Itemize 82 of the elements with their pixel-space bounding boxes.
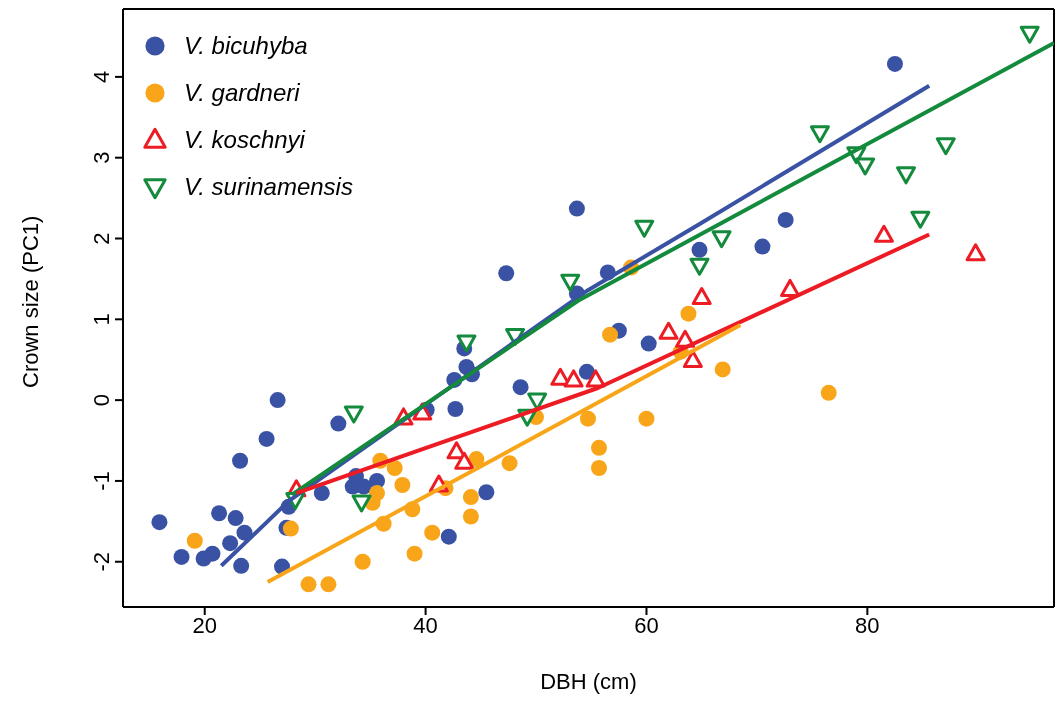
point xyxy=(777,211,794,228)
legend-label: V. koschnyi xyxy=(184,125,305,154)
x-axis-title: DBH (cm) xyxy=(540,669,637,694)
point xyxy=(855,157,876,176)
y-tick-label: 0 xyxy=(89,394,114,407)
point xyxy=(527,392,548,411)
point xyxy=(965,243,986,262)
y-tick-label: 4 xyxy=(89,70,114,84)
point xyxy=(1019,25,1040,44)
point xyxy=(440,528,457,545)
point xyxy=(227,510,244,527)
legend-label: V. surinamensis xyxy=(184,172,353,201)
point xyxy=(222,535,239,552)
point xyxy=(282,520,299,537)
point xyxy=(512,379,529,396)
point xyxy=(232,452,249,469)
point xyxy=(343,405,364,424)
point xyxy=(809,125,830,144)
point xyxy=(691,241,708,258)
point xyxy=(186,532,203,549)
point xyxy=(424,524,441,541)
point xyxy=(269,392,286,409)
point xyxy=(313,485,330,502)
y-axis-title: Crown size (PC1) xyxy=(17,215,43,388)
point xyxy=(602,326,619,343)
point xyxy=(754,238,771,255)
point xyxy=(454,451,475,470)
point xyxy=(896,166,917,185)
point xyxy=(478,484,495,501)
point xyxy=(680,305,697,322)
point xyxy=(578,363,595,380)
point xyxy=(369,485,386,502)
y-tick-label: -2 xyxy=(89,551,114,572)
point xyxy=(258,430,275,447)
point xyxy=(406,545,423,562)
point xyxy=(689,257,710,276)
point xyxy=(640,335,657,352)
x-tick-label: 60 xyxy=(634,612,659,638)
point xyxy=(634,219,655,238)
point xyxy=(462,508,479,525)
point xyxy=(498,265,515,282)
point xyxy=(714,361,731,378)
point xyxy=(173,548,190,565)
point xyxy=(638,410,655,427)
point xyxy=(462,489,479,506)
point xyxy=(351,494,372,513)
point xyxy=(386,460,403,477)
point xyxy=(910,210,931,229)
legend-label: V. bicuhyba xyxy=(184,31,308,60)
point xyxy=(204,545,221,562)
point xyxy=(236,524,253,541)
y-tick-label: 2 xyxy=(89,232,114,245)
point xyxy=(211,505,228,522)
point xyxy=(501,455,518,472)
point xyxy=(711,230,732,249)
point xyxy=(394,476,411,493)
point xyxy=(456,334,477,353)
legend-label: V. gardneri xyxy=(184,78,300,107)
point xyxy=(579,410,596,427)
y-tick-label: 1 xyxy=(89,313,114,326)
point xyxy=(354,553,371,570)
point xyxy=(330,415,347,432)
point xyxy=(886,55,903,72)
point xyxy=(590,460,607,477)
point xyxy=(682,350,703,369)
point xyxy=(568,200,585,217)
point xyxy=(820,384,837,401)
point xyxy=(658,321,679,340)
x-tick-label: 20 xyxy=(192,612,217,638)
y-tick-label: 3 xyxy=(89,151,114,164)
y-tick-label: -1 xyxy=(89,471,114,491)
point xyxy=(233,557,250,574)
point xyxy=(590,439,607,456)
point xyxy=(935,137,956,156)
x-tick-label: 80 xyxy=(855,612,880,638)
point xyxy=(300,576,317,593)
point xyxy=(447,401,464,418)
x-tick-label: 40 xyxy=(413,612,438,638)
point xyxy=(151,514,168,531)
point xyxy=(320,576,337,593)
point xyxy=(563,369,584,388)
point xyxy=(560,273,581,292)
